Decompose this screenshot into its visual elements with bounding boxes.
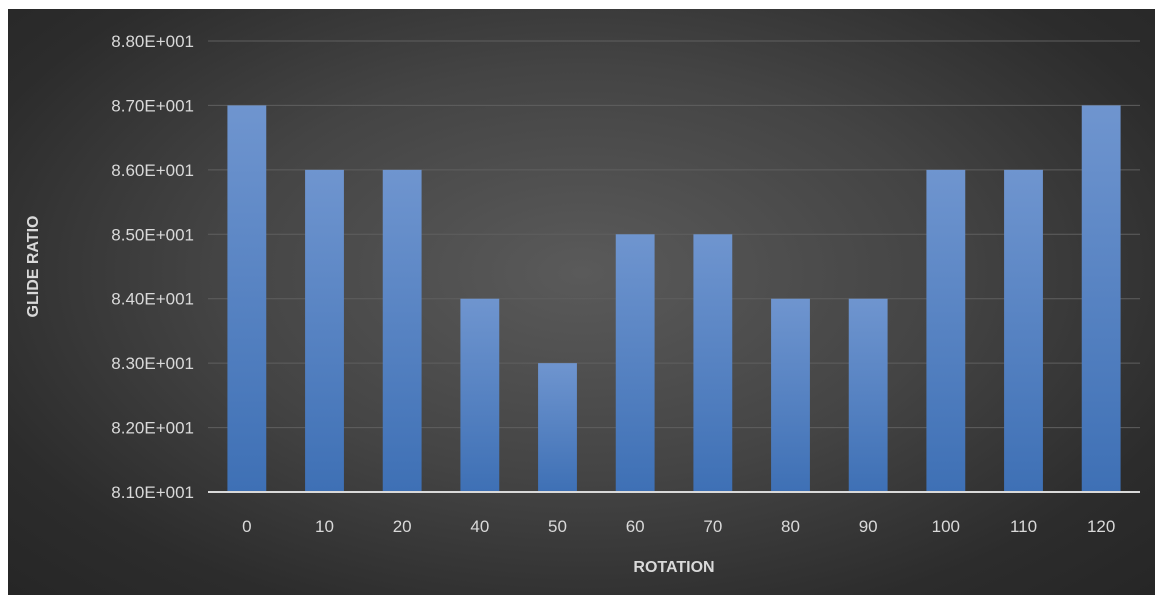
x-tick-label: 60 — [626, 517, 645, 536]
bar-120 — [1081, 105, 1121, 492]
x-axis-title: ROTATION — [633, 559, 714, 576]
bar-0 — [227, 105, 267, 492]
y-axis-tick-labels: 8.10E+001 8.20E+001 8.30E+001 8.40E+001 8.50… — [111, 32, 194, 502]
y-tick-label: 8.70E+001 — [111, 96, 194, 115]
x-tick-label: 100 — [932, 517, 960, 536]
chart-area: 8.10E+001 8.20E+001 8.30E+001 8.40E+001 8.50… — [8, 9, 1155, 595]
bar-100 — [926, 169, 966, 492]
x-tick-label: 20 — [393, 517, 412, 536]
bar-chart: 8.10E+001 8.20E+001 8.30E+001 8.40E+001 8.50… — [25, 32, 1140, 576]
bar-20 — [382, 169, 422, 492]
y-tick-label: 8.40E+001 — [111, 290, 194, 309]
x-tick-label: 120 — [1087, 517, 1115, 536]
y-tick-label: 8.50E+001 — [111, 225, 194, 244]
y-tick-label: 8.80E+001 — [111, 32, 194, 51]
bar-90 — [848, 298, 888, 492]
bar-110 — [1004, 169, 1043, 492]
y-tick-label: 8.10E+001 — [111, 483, 194, 502]
bar-50 — [538, 363, 577, 492]
x-tick-label: 110 — [1010, 517, 1037, 536]
x-tick-label: 90 — [859, 517, 878, 536]
y-tick-label: 8.60E+001 — [111, 161, 194, 180]
x-axis-tick-labels: 0 10 20 40 50 60 70 80 90 100 110 120 — [242, 517, 1115, 536]
x-tick-label: 80 — [781, 517, 800, 536]
bars — [227, 105, 1121, 493]
x-tick-label: 40 — [470, 517, 489, 536]
bar-60 — [615, 234, 655, 493]
gridlines — [208, 40, 1140, 429]
y-axis-title: GLIDE RATIO — [25, 216, 42, 318]
bar-70 — [693, 234, 733, 493]
bar-10 — [305, 169, 344, 492]
y-tick-label: 8.30E+001 — [111, 354, 194, 373]
bar-40 — [460, 298, 500, 492]
x-tick-label: 50 — [548, 517, 567, 536]
x-tick-label: 0 — [242, 517, 251, 536]
y-tick-label: 8.20E+001 — [111, 419, 194, 438]
bar-80 — [771, 298, 810, 492]
x-tick-label: 10 — [315, 517, 334, 536]
x-tick-label: 70 — [703, 517, 722, 536]
